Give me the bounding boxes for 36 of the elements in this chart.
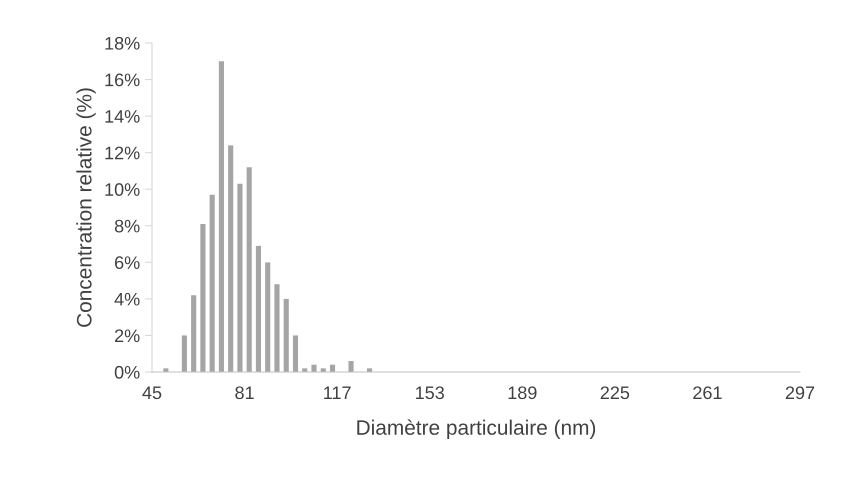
bar (237, 184, 243, 372)
bar (246, 167, 252, 372)
x-tick-label: 81 (235, 386, 254, 400)
y-tick-label: 10% (105, 183, 140, 196)
x-axis-title: Diamètre particulaire (nm) (357, 419, 596, 440)
bar (200, 224, 206, 372)
y-tick-label: 8% (114, 220, 140, 232)
y-tick-label: 16% (105, 73, 140, 86)
bar (311, 364, 317, 372)
x-tick-label: 45 (142, 386, 162, 400)
bar (210, 194, 215, 372)
y-tick-label: 2% (115, 329, 140, 342)
bar (256, 246, 262, 372)
bar (182, 335, 187, 372)
y-tick-label: 6% (115, 256, 140, 270)
bar (218, 61, 224, 372)
bar (265, 262, 270, 372)
y-tick-label: 4% (114, 292, 140, 306)
bar (330, 364, 336, 372)
y-tick-label: 18% (105, 36, 140, 50)
x-tick-label: 153 (416, 386, 444, 400)
x-tick-label: 225 (600, 386, 630, 400)
bar (228, 145, 234, 372)
x-tick-label: 261 (693, 386, 722, 400)
x-tick-label: 117 (324, 386, 351, 399)
y-tick-label: 12% (105, 146, 140, 160)
bar (348, 361, 354, 372)
y-axis-title: Concentration relative (%) (76, 88, 96, 327)
bar (292, 335, 298, 372)
bar (284, 298, 289, 372)
x-tick-label: 189 (508, 386, 536, 400)
x-tick-label: 297 (786, 386, 814, 400)
bar (191, 295, 196, 372)
y-tick-label: 0% (114, 366, 140, 379)
y-tick-label: 14% (105, 110, 140, 123)
bar (274, 284, 280, 372)
